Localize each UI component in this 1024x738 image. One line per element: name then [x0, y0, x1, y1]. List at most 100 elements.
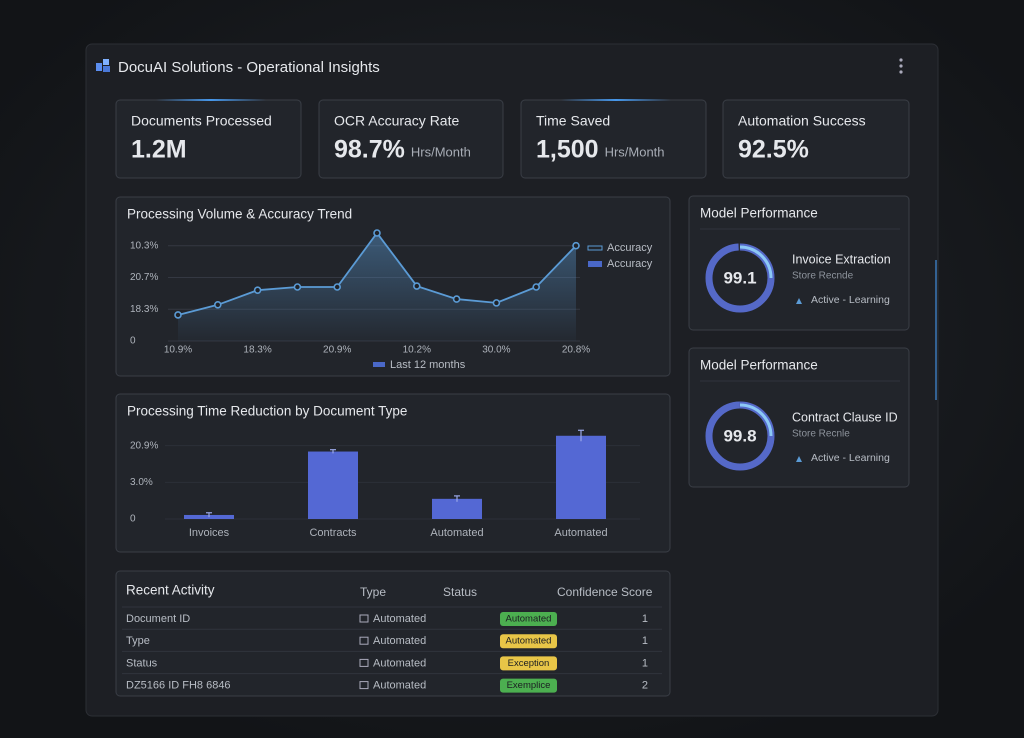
y-tick-label: 18.3% — [130, 304, 158, 315]
kpi-label: Documents Processed — [131, 113, 272, 129]
y-tick-label: 20.9% — [130, 440, 158, 451]
cell-type: Automated — [373, 657, 426, 669]
model-subtitle: Store Recnde — [792, 271, 854, 282]
activity-card: Recent Activity Type Status Confidence Sco… — [115, 570, 671, 697]
caption-swatch — [373, 362, 385, 367]
type-icon — [359, 636, 369, 645]
cell-status: Automated — [506, 614, 552, 625]
point — [532, 283, 541, 291]
x-tick-label: Invoices — [189, 527, 230, 539]
chart-caption: Last 12 months — [390, 359, 466, 371]
trend-card: Processing Volume & Accuracy Trend Last … — [115, 196, 671, 377]
legend-swatch — [588, 261, 602, 267]
model-name: Invoice Extraction — [792, 252, 891, 266]
point — [452, 295, 461, 303]
bar-card: Processing Time Reduction by Document Ty… — [115, 393, 671, 553]
model-card — [688, 347, 910, 488]
kpi-label: OCR Accuracy Rate — [334, 113, 459, 129]
cell-confidence: 1 — [642, 613, 648, 625]
point — [174, 311, 182, 319]
chart-title: Processing Time Reduction by Document Ty… — [127, 404, 407, 419]
status-icon — [796, 456, 802, 462]
gauge-value: 99.1 — [723, 268, 756, 287]
x-tick-label: 10.2% — [403, 345, 431, 356]
cell-confidence: 2 — [642, 680, 648, 692]
cell-id: Type — [126, 635, 150, 647]
card — [115, 393, 671, 553]
x-tick-label: 30.0% — [482, 345, 510, 356]
status-icon — [796, 298, 802, 304]
cell-confidence: 1 — [642, 635, 648, 647]
kpi-value: 1,500 — [536, 136, 599, 164]
cell-id: Status — [126, 657, 158, 669]
x-tick-label: 18.3% — [243, 345, 271, 356]
kpi-value: 98.7% — [334, 136, 405, 164]
legend-swatch — [587, 245, 603, 251]
kpi-label: Automation Success — [738, 113, 866, 129]
model-cards: Model Performance 99.1 Invoice Extraction S… — [688, 195, 910, 488]
kpi-glow — [156, 99, 266, 101]
model-status: Active - Learning — [811, 294, 890, 306]
y-tick-label: 20.7% — [130, 272, 158, 283]
area — [178, 233, 576, 341]
point — [412, 282, 421, 290]
status-badge — [500, 656, 557, 671]
menu-button[interactable] — [899, 58, 903, 74]
point — [492, 299, 501, 307]
legend-label: Accuracy — [607, 258, 653, 270]
type-icon — [359, 658, 369, 667]
x-tick-label: Contracts — [309, 527, 357, 539]
kpi-card — [318, 99, 504, 179]
cell-confidence: 1 — [642, 657, 648, 669]
status-badge — [500, 634, 557, 649]
kpi-label: Time Saved — [536, 113, 610, 129]
status-badge — [500, 678, 557, 693]
kpi-value: 92.5% — [738, 136, 809, 164]
column-header: Status — [443, 585, 477, 599]
model-status: Active - Learning — [811, 452, 890, 464]
y-tick-label: 0 — [130, 336, 136, 347]
model-subtitle: Store Recnle — [792, 429, 850, 440]
type-icon — [359, 681, 369, 690]
bar — [556, 435, 606, 519]
legend-label: Accuracy — [607, 242, 653, 254]
point — [333, 283, 342, 291]
cell-status: Automated — [506, 636, 552, 647]
x-tick-label: 10.9% — [164, 345, 192, 356]
cell-id: DZ5166 ID FH8 6846 — [126, 680, 231, 692]
cell-type: Automated — [373, 613, 426, 625]
point — [214, 300, 222, 309]
header-title: DocuAI Solutions - Operational Insights — [118, 59, 380, 76]
gauge-highlight — [739, 403, 773, 437]
cell-id: Document ID — [126, 613, 190, 625]
kpi-card — [722, 99, 910, 179]
cell-type: Automated — [373, 635, 426, 647]
point — [293, 283, 302, 291]
bar — [432, 498, 482, 519]
point — [253, 286, 262, 294]
y-tick-label: 10.3% — [130, 240, 158, 251]
kpi-value: 1.2M — [131, 136, 187, 164]
x-tick-label: Automated — [554, 527, 607, 539]
column-header: Confidence Score — [557, 585, 653, 599]
cell-type: Automated — [373, 680, 426, 692]
cell-status: Exception — [508, 658, 550, 669]
model-title: Model Performance — [700, 358, 818, 373]
bar — [308, 451, 358, 519]
x-tick-label: 20.9% — [323, 345, 351, 356]
column-header: Type — [360, 585, 386, 599]
y-tick-label: 3.0% — [130, 477, 153, 488]
status-badge — [500, 612, 557, 626]
point — [373, 229, 381, 237]
chart-title: Processing Volume & Accuracy Trend — [127, 207, 352, 222]
gauge-highlight — [739, 245, 773, 279]
model-title: Model Performance — [700, 206, 818, 221]
x-tick-label: Automated — [430, 527, 483, 539]
kpi-unit: Hrs/Month — [605, 144, 665, 159]
table-title: Recent Activity — [126, 583, 215, 598]
kpi-glow — [561, 99, 671, 101]
y-tick-label: 0 — [130, 514, 136, 525]
kpi-row: Documents Processed 1.2M OCR Accuracy Rate… — [115, 99, 910, 179]
kpi-unit: Hrs/Month — [411, 144, 471, 159]
